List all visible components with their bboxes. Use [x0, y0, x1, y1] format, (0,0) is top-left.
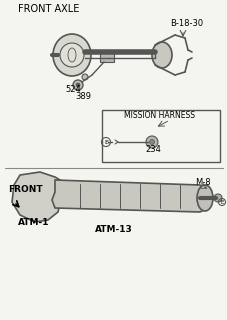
Text: 234: 234 — [144, 145, 160, 154]
Text: MISSION HARNESS: MISSION HARNESS — [123, 111, 194, 120]
Text: ATM-13: ATM-13 — [95, 225, 132, 234]
Circle shape — [82, 74, 88, 80]
Text: ATM-1: ATM-1 — [18, 218, 49, 227]
Circle shape — [149, 140, 154, 145]
Text: M-8: M-8 — [194, 178, 210, 187]
Text: 524: 524 — [65, 85, 80, 94]
Ellipse shape — [196, 185, 212, 211]
Text: E: E — [104, 140, 107, 145]
Ellipse shape — [151, 42, 171, 68]
Ellipse shape — [53, 34, 91, 76]
Text: FRONT AXLE: FRONT AXLE — [18, 4, 79, 14]
Circle shape — [145, 136, 157, 148]
Bar — [100, 52, 114, 62]
Text: E: E — [220, 199, 223, 204]
Text: B-18-30: B-18-30 — [169, 19, 202, 28]
Circle shape — [213, 194, 221, 202]
Bar — [101, 110, 219, 162]
Circle shape — [60, 43, 84, 67]
Text: 389: 389 — [75, 92, 91, 101]
Text: FRONT: FRONT — [8, 185, 42, 194]
Polygon shape — [12, 172, 62, 222]
Polygon shape — [52, 180, 209, 212]
Circle shape — [76, 83, 80, 87]
Circle shape — [73, 80, 83, 90]
